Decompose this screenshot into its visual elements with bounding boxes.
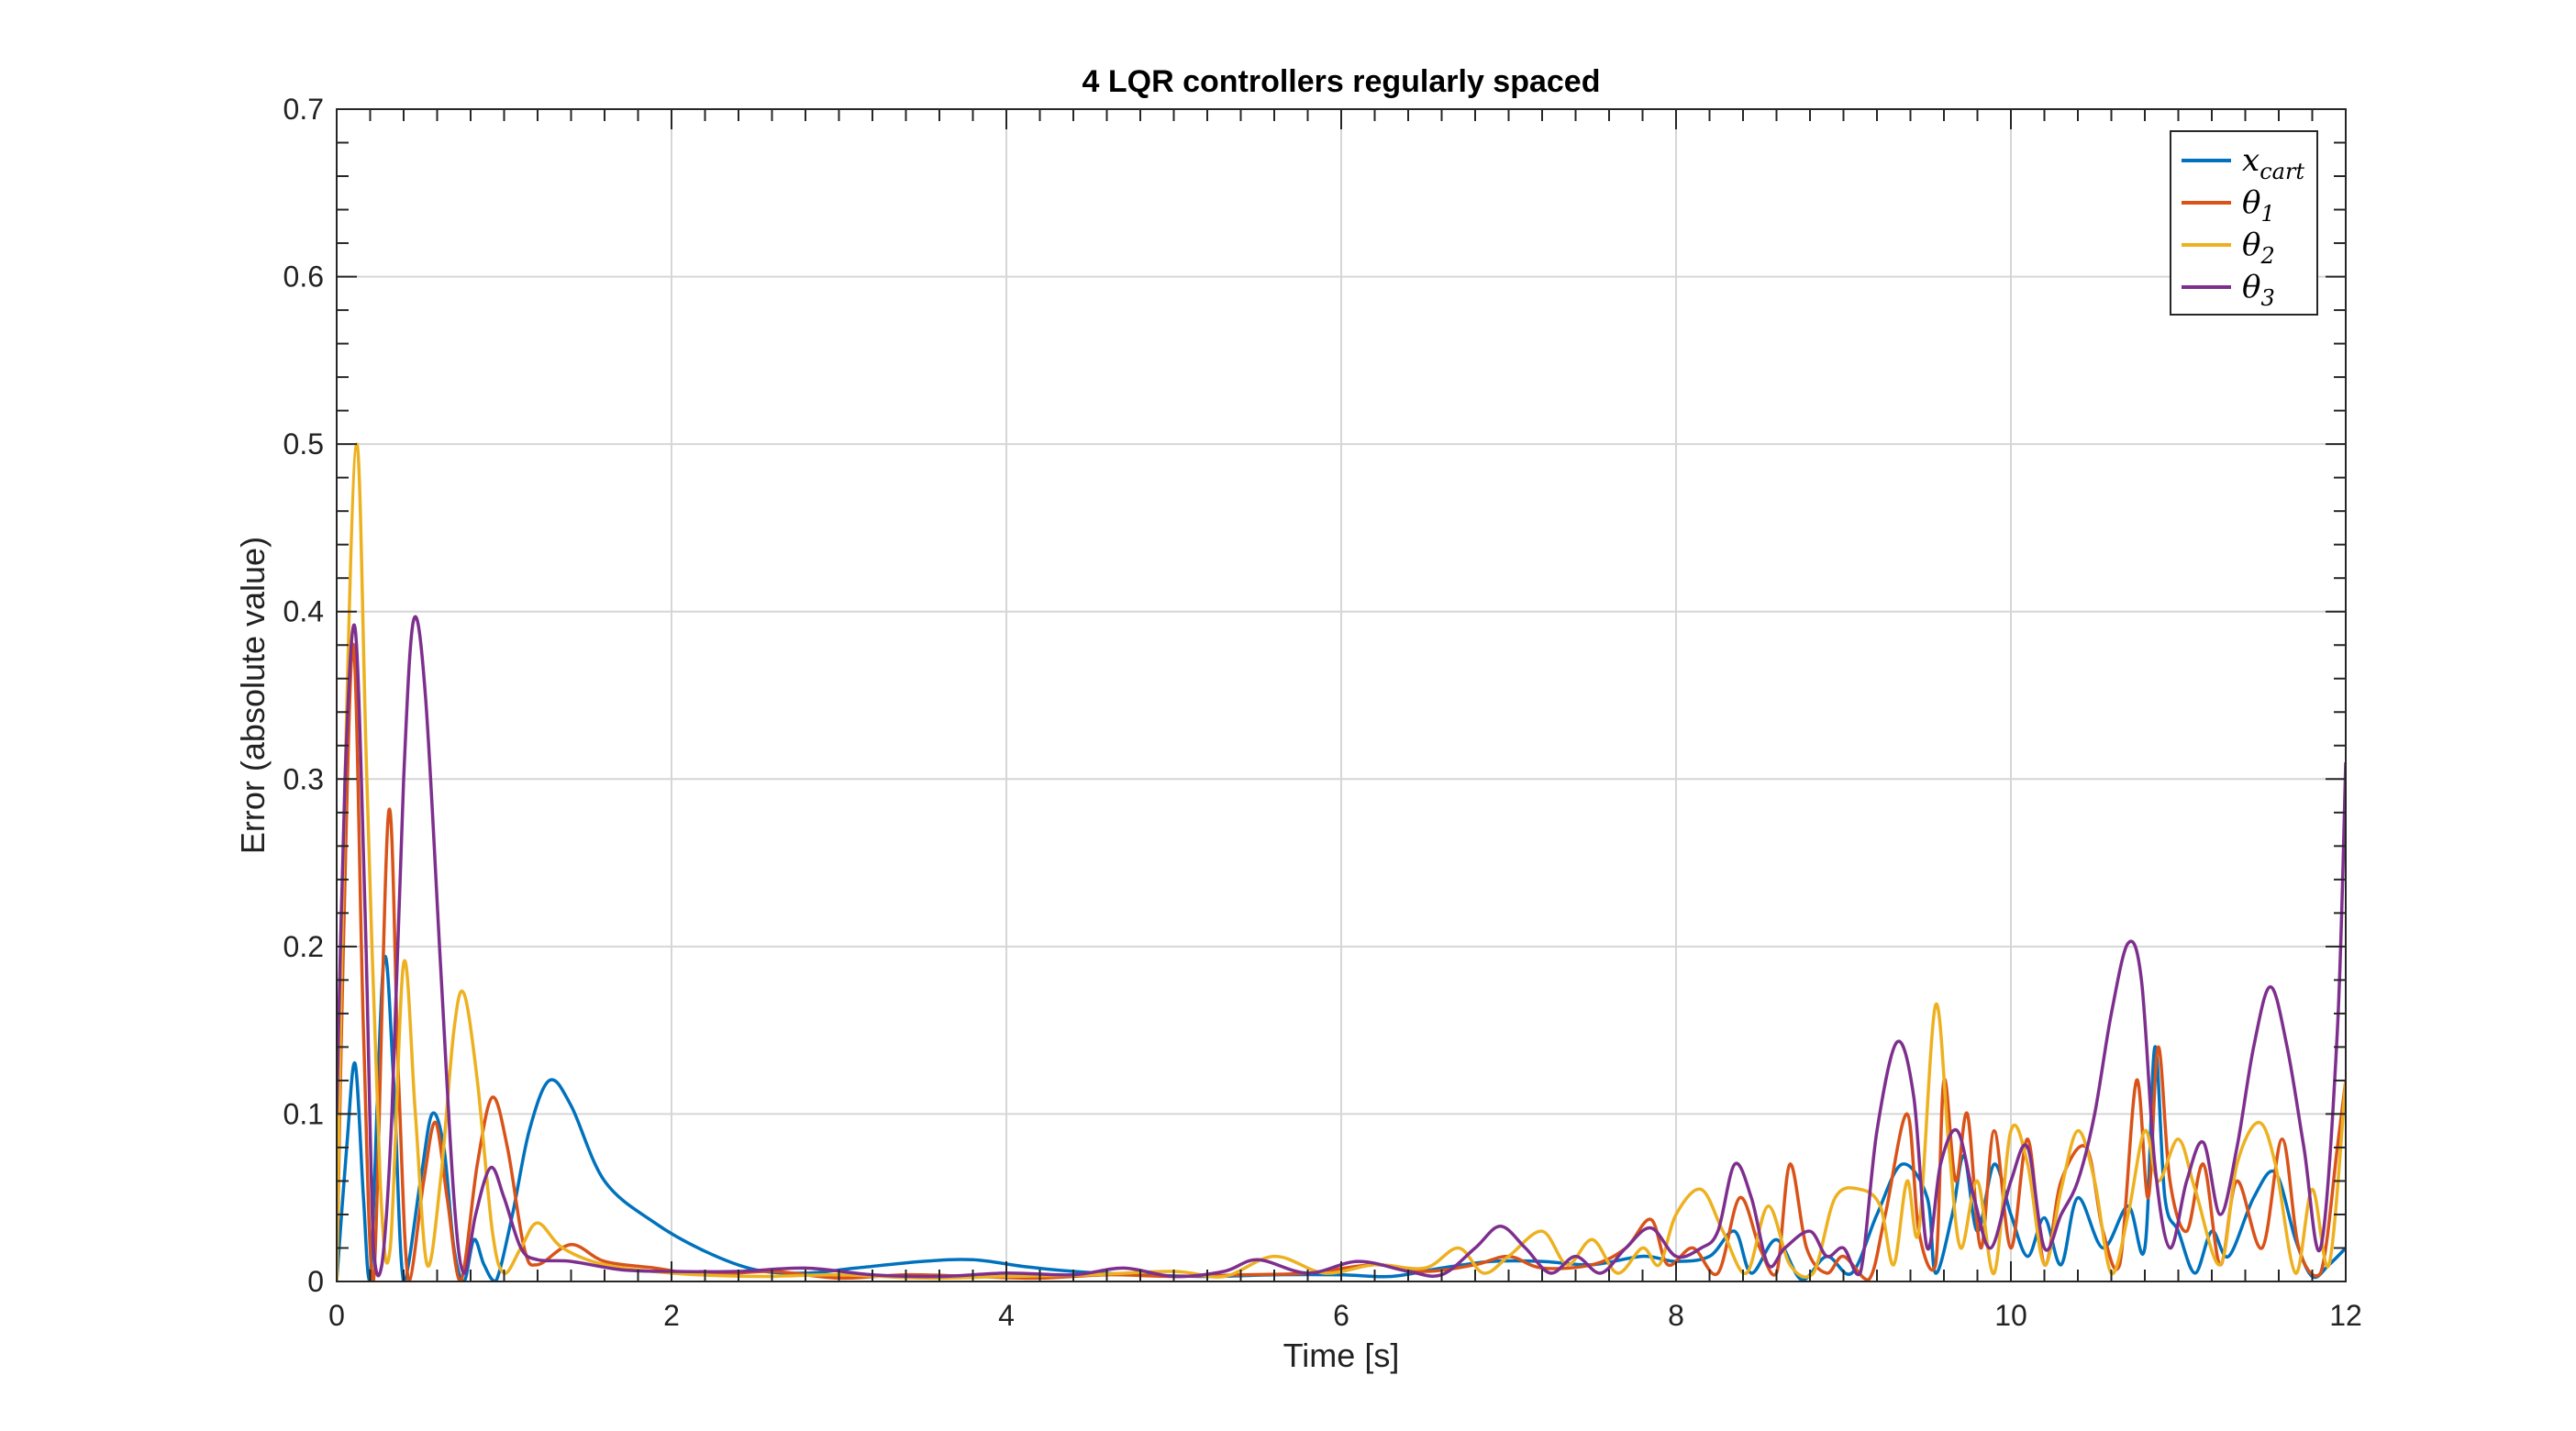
- series-line-2: [337, 442, 2346, 1281]
- x-tick-label: 12: [2329, 1299, 2362, 1332]
- grid: [337, 109, 2346, 1281]
- y-tick-label: 0.4: [283, 595, 324, 628]
- axes: [336, 108, 2347, 1282]
- x-tick-label: 8: [1668, 1299, 1684, 1332]
- legend-entry: xcart: [2242, 142, 2304, 184]
- series-line-3: [337, 615, 2346, 1279]
- x-tick-label: 4: [998, 1299, 1015, 1332]
- y-tick-label: 0.2: [283, 930, 324, 963]
- chart-title: 4 LQR controllers regularly spaced: [1083, 64, 1601, 99]
- y-tick-label: 0.5: [283, 427, 324, 460]
- y-tick-label: 0.1: [283, 1097, 324, 1130]
- legend-entry: θ1: [2242, 184, 2275, 227]
- plot-area: [337, 442, 2346, 1281]
- y-tick-label: 0.6: [283, 261, 324, 294]
- series-line-1: [337, 643, 2346, 1281]
- x-axis-label: Time [s]: [1283, 1337, 1400, 1374]
- x-tick-label: 10: [1994, 1299, 2027, 1332]
- x-tick-label: 0: [328, 1299, 345, 1332]
- y-tick-label: 0: [307, 1265, 324, 1298]
- x-tick-label: 2: [663, 1299, 680, 1332]
- legend-entry: θ3: [2242, 269, 2275, 311]
- legend-entry: θ2: [2242, 227, 2275, 269]
- y-tick-label: 0.7: [283, 93, 324, 126]
- y-tick-label: 0.3: [283, 762, 324, 795]
- x-tick-label: 6: [1333, 1299, 1349, 1332]
- y-axis-label: Error (absolute value): [234, 537, 272, 854]
- tick-labels: 0 2 4 6 8 10 12 0 0.1 0.2 0.3 0.4 0.5 0.6 0.7: [283, 93, 2362, 1332]
